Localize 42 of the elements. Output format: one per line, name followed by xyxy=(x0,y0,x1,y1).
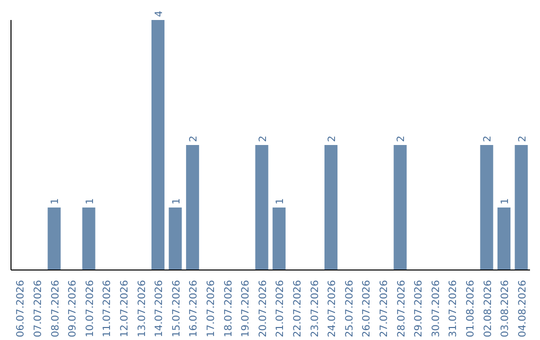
x-tick-label: 20.07.2026 xyxy=(258,280,269,338)
x-tick-label: 02.08.2026 xyxy=(482,280,494,338)
x-tick-label: 08.07.2026 xyxy=(50,280,62,338)
x-tick-label: 15.07.2026 xyxy=(171,280,182,338)
data-label: 1 xyxy=(500,198,511,204)
x-tick-label: 14.07.2026 xyxy=(154,280,166,338)
x-tick-label: 25.07.2026 xyxy=(344,280,356,338)
x-tick-label: 07.07.2026 xyxy=(32,280,44,338)
x-tick-label: 18.07.2026 xyxy=(223,280,234,338)
x-tick-label: 31.07.2026 xyxy=(448,280,460,338)
x-tick-label: 24.07.2026 xyxy=(327,280,338,338)
x-tick-label: 28.07.2026 xyxy=(396,280,408,338)
data-label: 1 xyxy=(84,198,96,204)
x-tick-label: 22.07.2026 xyxy=(292,280,304,338)
x-tick-label: 23.07.2026 xyxy=(310,280,321,338)
x-tick-label: 11.07.2026 xyxy=(102,280,114,338)
x-tick-label: 10.07.2026 xyxy=(84,280,96,338)
x-tick-label: 17.07.2026 xyxy=(206,280,217,338)
x-tick-label: 30.07.2026 xyxy=(430,280,442,338)
x-tick-label: 27.07.2026 xyxy=(378,280,390,338)
x-tick-label: 12.07.2026 xyxy=(119,280,130,338)
x-tick-label: 13.07.2026 xyxy=(136,280,148,338)
data-label: 2 xyxy=(326,136,338,142)
data-label: 1 xyxy=(171,198,182,204)
x-tick-label: 06.07.2026 xyxy=(16,280,27,338)
x-tick-label: 04.08.2026 xyxy=(517,280,528,338)
x-tick-label: 09.07.2026 xyxy=(68,280,79,338)
data-label: 1 xyxy=(50,198,62,204)
x-tick-label: 01.08.2026 xyxy=(465,280,476,338)
x-tick-label: 03.08.2026 xyxy=(500,280,512,338)
data-label: 1 xyxy=(275,198,286,204)
data-label: 2 xyxy=(188,136,200,142)
data-label: 4 xyxy=(154,10,165,17)
x-tick-label: 29.07.2026 xyxy=(414,280,425,338)
x-tick-label: 21.07.2026 xyxy=(275,280,286,338)
x-tick-label: 19.07.2026 xyxy=(240,280,252,338)
data-label: 2 xyxy=(396,136,408,142)
x-tick-label: 26.07.2026 xyxy=(362,280,373,338)
x-tick-label: 16.07.2026 xyxy=(188,280,200,338)
data-label: 2 xyxy=(258,136,269,142)
data-label: 2 xyxy=(517,136,528,142)
data-label: 2 xyxy=(482,136,494,142)
